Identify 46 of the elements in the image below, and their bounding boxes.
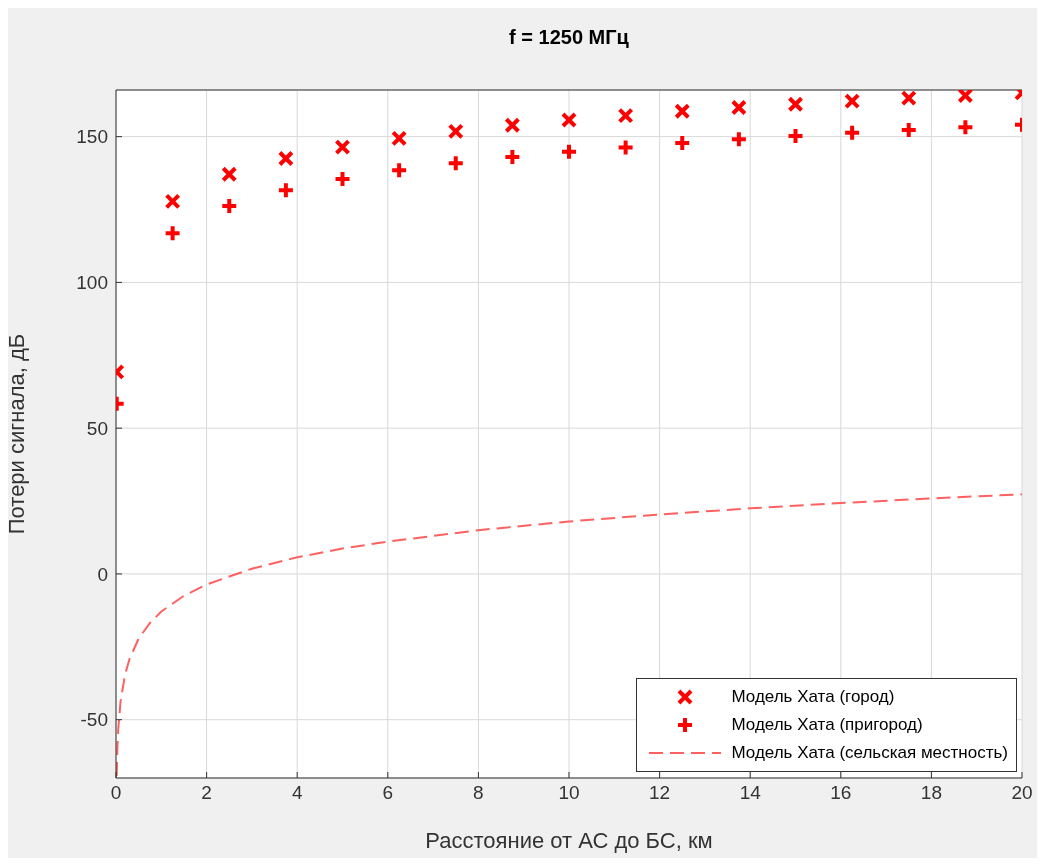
y-tick-label: 100 xyxy=(76,272,108,294)
point xyxy=(390,161,409,180)
point xyxy=(446,154,465,173)
x-tick-label: 6 xyxy=(382,782,394,804)
x-tick-label: 14 xyxy=(739,782,762,804)
point xyxy=(447,123,464,140)
point xyxy=(163,224,182,243)
point xyxy=(674,103,691,120)
x-tick-label: 12 xyxy=(649,782,671,804)
x-tick-label: 18 xyxy=(920,782,942,804)
point xyxy=(729,130,748,149)
x-tick-label: 0 xyxy=(110,782,122,804)
point xyxy=(843,123,862,142)
legend-label: Модель Хата (город) xyxy=(731,687,895,707)
point xyxy=(844,93,861,110)
point xyxy=(730,99,747,116)
y-tick-label: 50 xyxy=(86,417,108,439)
y-tick-label: -50 xyxy=(80,709,108,731)
point xyxy=(560,142,578,161)
point xyxy=(787,96,804,113)
point xyxy=(276,181,295,200)
y-tick-label: 0 xyxy=(97,563,108,585)
chart-title: f = 1250 МГц xyxy=(508,26,630,49)
y-axis-title: Потери сигнала, дБ xyxy=(3,333,29,535)
point xyxy=(221,166,238,183)
legend-label: Модель Хата (сельская местность) xyxy=(731,743,1008,763)
legend-label: Модель Хата (пригород) xyxy=(731,715,923,735)
point xyxy=(561,112,577,129)
point xyxy=(504,117,521,134)
point xyxy=(900,90,917,107)
x-tick-label: 10 xyxy=(558,782,580,804)
point xyxy=(334,139,351,156)
point xyxy=(617,107,634,124)
x-tick-label: 20 xyxy=(1011,782,1033,804)
point xyxy=(616,138,635,157)
x-tick-label: 4 xyxy=(291,782,303,804)
x-tick-label: 2 xyxy=(201,782,212,804)
point xyxy=(277,150,294,167)
point xyxy=(956,118,975,137)
point xyxy=(957,90,974,104)
y-tick-label: 150 xyxy=(76,126,108,148)
point xyxy=(391,130,408,147)
x-tick-label: 8 xyxy=(473,782,484,804)
x-axis-title: Расстояние от АС до БС, км xyxy=(425,828,713,853)
point xyxy=(164,193,181,210)
x-tick-label: 16 xyxy=(830,782,852,804)
